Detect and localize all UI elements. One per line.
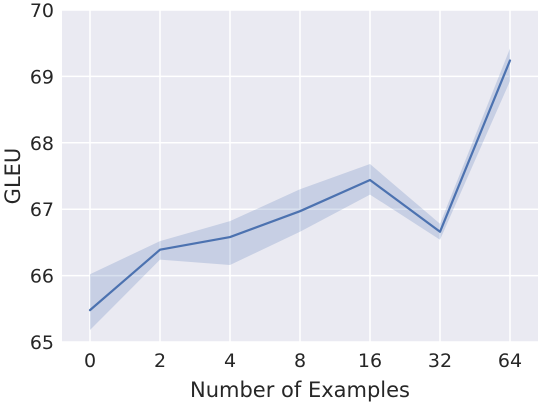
confidence-band-layer <box>90 48 510 331</box>
y-axis-label: GLEU <box>1 148 25 205</box>
series-line-layer <box>88 59 512 312</box>
x-tick-label-5: 32 <box>428 350 452 372</box>
series-line-0 <box>88 59 512 312</box>
x-tick-label-3: 8 <box>294 350 306 372</box>
x-axis-label: Number of Examples <box>190 378 410 402</box>
tick-label-layer: 65 66 67 68 69 70 0 2 4 8 16 32 64 <box>30 0 522 372</box>
confidence-band-0 <box>90 48 510 331</box>
y-tick-label-5: 70 <box>30 0 54 22</box>
x-tick-label-2: 4 <box>224 350 236 372</box>
y-tick-label-0: 65 <box>30 332 54 354</box>
x-tick-label-1: 2 <box>154 350 166 372</box>
y-tick-label-4: 69 <box>30 66 54 88</box>
y-tick-label-1: 66 <box>30 266 54 288</box>
x-tick-label-6: 64 <box>498 350 522 372</box>
x-tick-label-0: 0 <box>84 350 96 372</box>
y-tick-label-3: 68 <box>30 133 54 155</box>
x-tick-label-4: 16 <box>358 350 382 372</box>
y-tick-label-2: 67 <box>30 199 54 221</box>
grid-layer <box>62 9 538 343</box>
